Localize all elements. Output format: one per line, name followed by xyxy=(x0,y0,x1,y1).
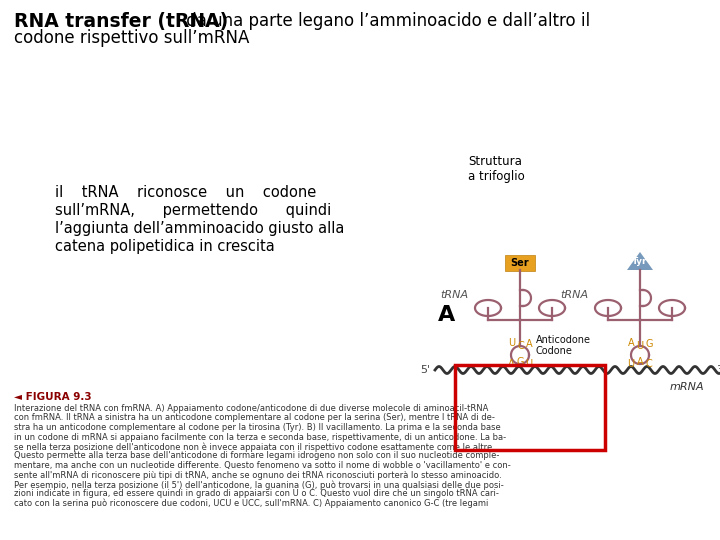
Text: ◄ FIGURA 9.3: ◄ FIGURA 9.3 xyxy=(14,392,91,402)
Text: Tyr: Tyr xyxy=(632,256,648,266)
Polygon shape xyxy=(627,252,653,270)
Text: tRNA: tRNA xyxy=(560,290,588,300)
Text: Questo permette alla terza base dell'anticodone di formare legami idrogeno non s: Questo permette alla terza base dell'ant… xyxy=(14,451,500,461)
Bar xyxy=(455,365,605,450)
Text: U: U xyxy=(526,359,533,369)
Text: sull’mRNA,      permettendo      quindi: sull’mRNA, permettendo quindi xyxy=(55,203,331,218)
Text: tRNA: tRNA xyxy=(440,290,468,300)
Text: Struttura
a trifoglio: Struttura a trifoglio xyxy=(468,155,525,183)
Text: sente all'mRNA di riconoscere più tipi di tRNA, anche se ognuno dei tRNA riconos: sente all'mRNA di riconoscere più tipi d… xyxy=(14,470,502,480)
Text: l’aggiunta dell’amminoacido giusto alla: l’aggiunta dell’amminoacido giusto alla xyxy=(55,221,344,236)
Text: mRNA: mRNA xyxy=(670,382,704,392)
Text: A: A xyxy=(438,305,455,325)
Text: G: G xyxy=(516,357,523,367)
Text: A: A xyxy=(628,338,634,348)
Text: 5': 5' xyxy=(420,365,430,375)
Text: il    tRNA    riconosce    un    codone: il tRNA riconosce un codone xyxy=(55,185,316,200)
Text: stra ha un anticodone complementare al codone per la tirosina (Tyr). B) Il vacil: stra ha un anticodone complementare al c… xyxy=(14,423,500,432)
Text: con fmRNA. Il tRNA a sinistra ha un anticodone complementare al codone per la se: con fmRNA. Il tRNA a sinistra ha un anti… xyxy=(14,414,495,422)
Text: U: U xyxy=(627,359,634,369)
Text: A: A xyxy=(636,357,643,367)
Text: A: A xyxy=(508,359,514,369)
Text: RNA transfer (tRNA): RNA transfer (tRNA) xyxy=(14,12,228,31)
Text: Ser: Ser xyxy=(510,258,529,268)
Text: 3': 3' xyxy=(716,365,720,375)
Text: Anticodone: Anticodone xyxy=(536,335,591,345)
Text: Interazione del tRNA con fmRNA. A) Appaiamento codone/anticodone di due diverse : Interazione del tRNA con fmRNA. A) Appai… xyxy=(14,404,488,413)
FancyBboxPatch shape xyxy=(505,255,535,271)
Text: da una parte legano l’amminoacido e dall’altro il: da una parte legano l’amminoacido e dall… xyxy=(181,12,590,30)
Text: se nella terza posizione dell'anticodone non è invece appaiata con il rispettivo: se nella terza posizione dell'anticodone… xyxy=(14,442,495,451)
Text: in un codone di mRNA si appaiano facilmente con la terza e seconda base, rispett: in un codone di mRNA si appaiano facilme… xyxy=(14,433,506,442)
Text: cato con la serina può riconoscere due codoni, UCU e UCC, sull'mRNA. C) Appaiame: cato con la serina può riconoscere due c… xyxy=(14,499,488,509)
Text: U: U xyxy=(636,341,644,351)
Text: codone rispettivo sull’mRNA: codone rispettivo sull’mRNA xyxy=(14,29,249,47)
Text: C: C xyxy=(646,359,652,369)
Text: catena polipetidica in crescita: catena polipetidica in crescita xyxy=(55,239,275,254)
Text: A: A xyxy=(526,339,532,349)
Text: G: G xyxy=(645,339,653,349)
Text: Codone: Codone xyxy=(536,346,573,356)
Text: U: U xyxy=(508,338,516,348)
Text: zioni indicate in figura, ed essere quindi in grado di appaiarsi con U o C. Ques: zioni indicate in figura, ed essere quin… xyxy=(14,489,499,498)
Text: C: C xyxy=(518,341,524,351)
Text: mentare, ma anche con un nucleotide differente. Questo fenomeno va sotto il nome: mentare, ma anche con un nucleotide diff… xyxy=(14,461,510,470)
Text: Per esempio, nella terza posizione (il 5') dell'anticodone, la guanina (G), può : Per esempio, nella terza posizione (il 5… xyxy=(14,480,504,489)
